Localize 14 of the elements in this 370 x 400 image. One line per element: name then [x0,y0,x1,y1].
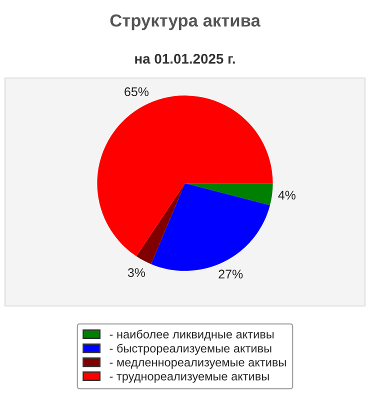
data-label: 27% [218,270,243,278]
data-label: 4% [278,190,296,200]
legend-label: - медленнореализуемые активы [110,360,286,369]
legend-label: - труднореализуемые активы [110,374,269,383]
legend-label: - наиболее ликвидные активы [110,330,274,341]
data-label: 3% [128,268,146,278]
legend-label: - быстрореализуемые активы [110,344,272,355]
chart-title: Структура актива [110,14,261,30]
pie-slice [185,183,273,206]
pie-slice [151,183,270,271]
pie-slice [136,183,185,264]
pie-slice [97,96,273,256]
chart-subtitle: на 01.01.2025 г. [135,54,235,64]
data-label: 65% [124,87,149,96]
